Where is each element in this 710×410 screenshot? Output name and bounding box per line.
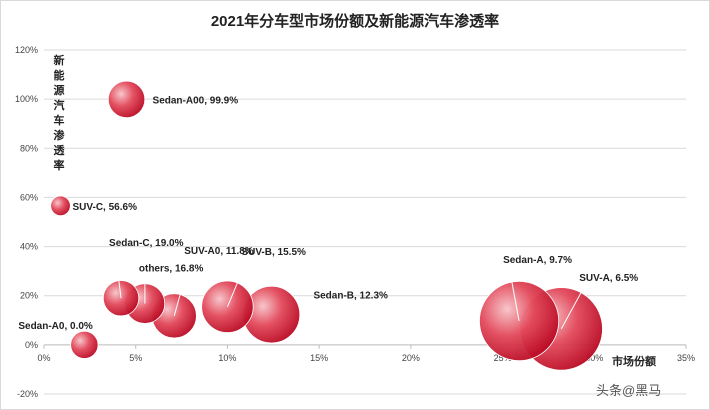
data-label: Sedan-A00, 99.9% <box>153 95 239 106</box>
y-tick-label: 40% <box>20 242 38 252</box>
bubble <box>70 330 99 359</box>
leader-line <box>508 266 520 322</box>
leader-line <box>226 258 248 307</box>
y-axis-title: 新能源汽车渗透率 <box>53 55 65 172</box>
x-tick-label: 20% <box>402 353 420 363</box>
x-tick-label: 15% <box>310 353 328 363</box>
y-tick-label: 120% <box>15 45 38 55</box>
x-tick-label: 25% <box>494 353 512 363</box>
chart-title: 2021年分车型市场份额及新能源汽车渗透率 <box>210 13 500 30</box>
gridlines <box>44 49 686 395</box>
y-tick-label: 20% <box>20 291 38 301</box>
bubble <box>201 280 254 333</box>
y-tick-label: 80% <box>20 143 38 153</box>
watermark-text: 头条@黑马 <box>596 383 662 398</box>
bubble <box>50 195 71 217</box>
data-label: Sedan-A, 9.7% <box>503 255 572 266</box>
data-label: SUV-A0, 11.8% <box>184 246 254 257</box>
x-tick-label: 35% <box>677 353 695 363</box>
bubble <box>107 80 146 119</box>
data-label: SUV-B, 15.5% <box>241 247 306 258</box>
data-label: others, 16.8% <box>139 264 204 275</box>
x-tick-label: 30% <box>585 353 603 363</box>
leader-line <box>560 284 586 330</box>
leader-lines <box>114 250 586 330</box>
y-tick-label: 100% <box>15 94 38 104</box>
bubbles <box>50 80 603 371</box>
data-labels: Sedan-A00, 99.9% SUV-C, 56.6% Sedan-C, 19.… <box>18 95 638 331</box>
leader-line <box>114 250 122 299</box>
y-tick-label: -20% <box>17 389 38 399</box>
y-tick-label: 0% <box>25 340 38 350</box>
x-tick-label: 5% <box>129 353 142 363</box>
data-label: SUV-C, 56.6% <box>73 202 138 213</box>
x-tick-label: 10% <box>218 353 236 363</box>
watermark: 头条@黑马 <box>596 380 661 399</box>
data-label: Sedan-C, 19.0% <box>109 238 184 249</box>
data-label: Sedan-A0, 0.0% <box>18 321 93 332</box>
leader-line <box>173 257 191 316</box>
y-tick-label: 60% <box>20 192 38 202</box>
data-label: Sedan-B, 12.3% <box>313 291 388 302</box>
x-tick-label: 0% <box>37 353 50 363</box>
data-label: SUV-A, 6.5% <box>579 273 638 284</box>
x-axis-title: 市场份额 <box>612 356 656 368</box>
